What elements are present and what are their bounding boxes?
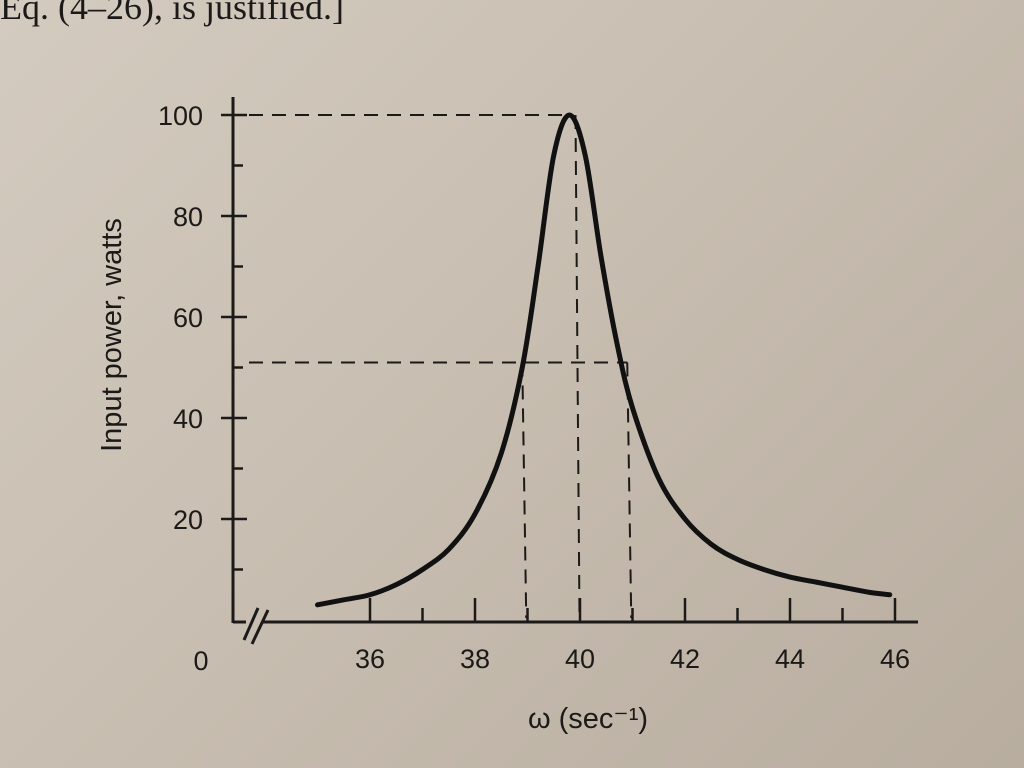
- origin-label: 0: [193, 646, 208, 676]
- x-axis-break-mark: [242, 607, 260, 641]
- x-axis-title: ω (sec⁻¹): [528, 703, 648, 735]
- half-power-low-guide: [521, 362, 528, 619]
- y-tick-label: 20: [173, 505, 203, 535]
- dashed-guide-lines: [249, 114, 633, 619]
- y-tick-label: 60: [173, 303, 203, 333]
- x-tick-label: 44: [775, 644, 805, 674]
- page-caption-fragment: Eq. (4–26), is justified.]: [0, 0, 344, 27]
- half-power-high-guide: [626, 362, 633, 619]
- x-tick-label: 46: [880, 644, 910, 674]
- x-tick-label: 42: [670, 644, 700, 674]
- power-curve-layer: [315, 112, 893, 608]
- peak-vertical-guide: [574, 114, 581, 619]
- axis-labels: 20 40 60 80 100 36 38 40 42 44 46 0 ω (sec⁻¹) Input p…: [96, 101, 910, 735]
- axis-ticks: [221, 113, 897, 622]
- x-tick-label: 36: [355, 644, 385, 674]
- input-power-curve: [315, 112, 893, 608]
- x-tick-label: 38: [460, 644, 490, 674]
- y-tick-label: 80: [173, 202, 203, 232]
- x-axis-break-mark: [250, 609, 270, 645]
- y-tick-label: 100: [158, 101, 203, 131]
- y-tick-label: 40: [173, 404, 203, 434]
- y-axis-title: Input power, watts: [96, 218, 128, 452]
- x-tick-label: 40: [565, 644, 595, 674]
- axes: [231, 97, 918, 645]
